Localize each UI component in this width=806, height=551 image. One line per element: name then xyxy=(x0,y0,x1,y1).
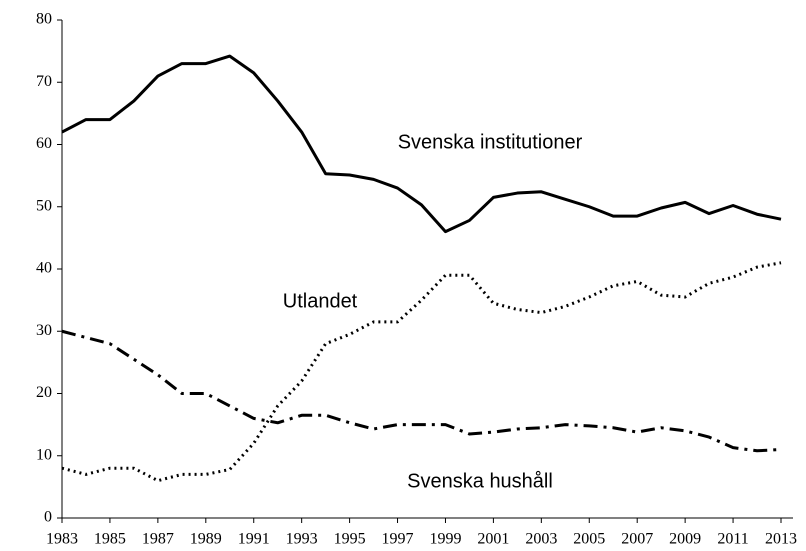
y-tick-label: 20 xyxy=(36,384,52,401)
series-line xyxy=(61,329,782,453)
x-tick-label: 2001 xyxy=(477,531,509,548)
y-tick-label: 30 xyxy=(36,322,52,339)
y-tick-label: 10 xyxy=(36,446,52,463)
y-tick-label: 80 xyxy=(36,11,52,28)
x-tick-label: 2013 xyxy=(765,531,797,548)
x-tick-label: 1999 xyxy=(429,531,461,548)
series-label: Svenska institutioner xyxy=(398,131,583,153)
x-tick-label: 1983 xyxy=(46,531,78,548)
series-line xyxy=(61,261,782,483)
series-label: Svenska hushåll xyxy=(407,470,553,492)
x-tick-label: 1993 xyxy=(286,531,318,548)
x-tick-label: 1991 xyxy=(238,531,270,548)
y-tick-label: 40 xyxy=(36,260,52,277)
y-tick-label: 50 xyxy=(36,197,52,214)
series-label: Utlandet xyxy=(283,290,358,312)
x-tick-label: 2003 xyxy=(525,531,557,548)
x-tick-label: 1987 xyxy=(142,531,174,548)
series-line xyxy=(61,54,782,234)
y-tick-label: 60 xyxy=(36,135,52,152)
x-tick-label: 2009 xyxy=(669,531,701,548)
x-tick-label: 2007 xyxy=(621,531,653,548)
x-tick-label: 1995 xyxy=(334,531,366,548)
y-tick-label: 0 xyxy=(44,509,52,526)
x-tick-label: 2011 xyxy=(717,531,748,548)
x-tick-label: 1985 xyxy=(94,531,126,548)
y-tick-label: 70 xyxy=(36,73,52,90)
x-tick-label: 1989 xyxy=(190,531,222,548)
x-tick-label: 2005 xyxy=(573,531,605,548)
x-tick-label: 1997 xyxy=(382,531,414,548)
